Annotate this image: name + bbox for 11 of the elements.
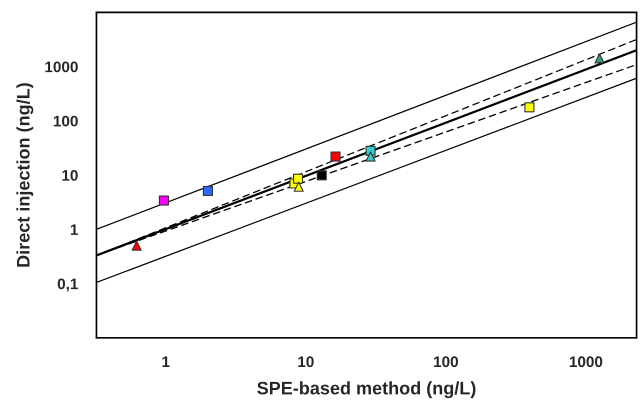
y-tick-label: 1 bbox=[70, 224, 78, 235]
x-tick-label: 10 bbox=[298, 356, 314, 368]
y-tick-label: 100 bbox=[54, 116, 78, 127]
x-axis-title: SPE-based method (ng/L) bbox=[257, 381, 476, 398]
y-tick-label: 0,1 bbox=[58, 278, 78, 292]
x-tick-label: 100 bbox=[434, 356, 458, 368]
y-axis-title: Direct injection (ng/L) bbox=[16, 83, 34, 267]
x-tick-label: 1 bbox=[162, 356, 170, 367]
x-tick-label: 1000 bbox=[570, 356, 602, 368]
y-tick-label: 1000 bbox=[45, 61, 78, 72]
y-tick-label: 10 bbox=[62, 170, 78, 181]
